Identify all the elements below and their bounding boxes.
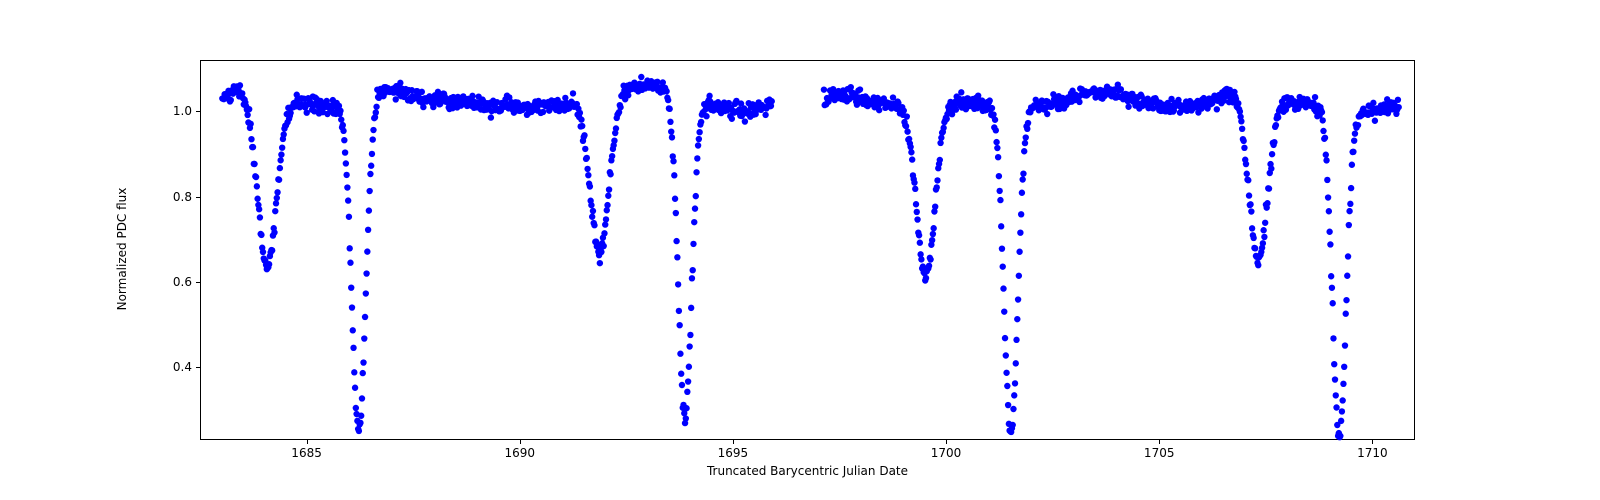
y-tick-mark	[196, 282, 200, 283]
x-tick-label: 1685	[291, 446, 322, 460]
plot-axes	[200, 60, 1415, 440]
y-tick-label: 1.0	[166, 104, 192, 118]
figure: Normalized PDC flux Truncated Barycentri…	[0, 0, 1600, 500]
x-tick-mark	[1159, 440, 1160, 444]
x-tick-mark	[307, 440, 308, 444]
x-tick-label: 1710	[1357, 446, 1388, 460]
x-tick-mark	[520, 440, 521, 444]
x-axis-label: Truncated Barycentric Julian Date	[658, 464, 958, 478]
x-tick-label: 1700	[931, 446, 962, 460]
y-tick-mark	[196, 367, 200, 368]
x-tick-label: 1705	[1144, 446, 1175, 460]
y-tick-label: 0.8	[166, 190, 192, 204]
y-axis-label: Normalized PDC flux	[115, 169, 129, 329]
x-tick-mark	[1372, 440, 1373, 444]
y-tick-label: 0.6	[166, 275, 192, 289]
x-tick-mark	[946, 440, 947, 444]
y-tick-label: 0.4	[166, 360, 192, 374]
x-tick-mark	[733, 440, 734, 444]
x-tick-label: 1690	[504, 446, 535, 460]
y-tick-mark	[196, 197, 200, 198]
x-tick-label: 1695	[718, 446, 749, 460]
light-curve-scatter	[201, 61, 1416, 441]
y-tick-mark	[196, 111, 200, 112]
